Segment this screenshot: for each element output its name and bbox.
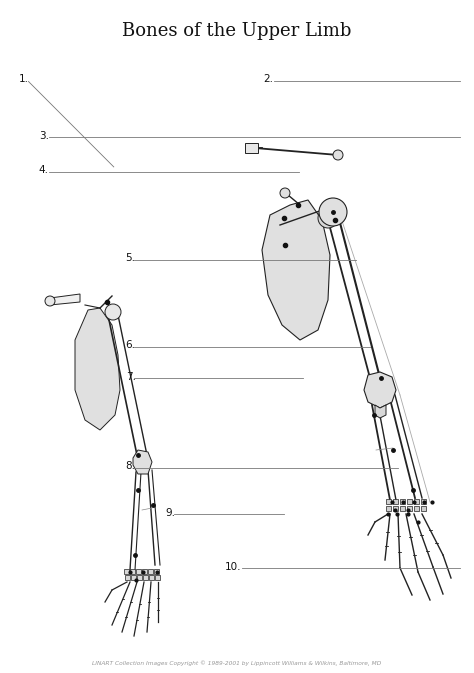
Bar: [155, 575, 160, 580]
Circle shape: [318, 208, 338, 228]
Circle shape: [45, 296, 55, 306]
Bar: [131, 575, 136, 580]
Polygon shape: [364, 372, 396, 408]
Circle shape: [105, 304, 121, 320]
Circle shape: [280, 188, 290, 198]
Bar: [125, 575, 130, 580]
Bar: [143, 575, 148, 580]
Bar: [154, 569, 159, 574]
Text: 4.: 4.: [39, 166, 49, 175]
Bar: [130, 569, 135, 574]
Text: 3.: 3.: [39, 131, 49, 141]
Bar: [393, 499, 398, 504]
Text: 10.: 10.: [225, 562, 241, 571]
Polygon shape: [75, 308, 120, 430]
Bar: [414, 506, 419, 511]
Text: 8.: 8.: [126, 462, 136, 471]
Text: LINART Collection Images Copyright © 1989-2001 by Lippincott Williams & Wilkins,: LINART Collection Images Copyright © 198…: [92, 661, 382, 666]
Bar: [414, 499, 419, 504]
Bar: [148, 569, 153, 574]
Bar: [400, 506, 405, 511]
Text: 1.: 1.: [19, 75, 29, 84]
Polygon shape: [375, 405, 386, 418]
Bar: [421, 499, 426, 504]
Bar: [393, 506, 398, 511]
Polygon shape: [262, 200, 330, 340]
Bar: [407, 506, 412, 511]
Bar: [421, 506, 426, 511]
Bar: [137, 575, 142, 580]
Text: 6.: 6.: [126, 341, 136, 350]
Bar: [407, 499, 412, 504]
Text: 5.: 5.: [126, 254, 136, 263]
Bar: [386, 499, 391, 504]
Bar: [142, 569, 147, 574]
Bar: [124, 569, 129, 574]
Polygon shape: [245, 143, 258, 153]
Bar: [136, 569, 141, 574]
Bar: [149, 575, 154, 580]
Circle shape: [319, 198, 347, 226]
Polygon shape: [50, 294, 80, 305]
Text: Bones of the Upper Limb: Bones of the Upper Limb: [122, 22, 352, 40]
Text: 7.: 7.: [126, 372, 136, 382]
Circle shape: [333, 150, 343, 160]
Text: 2.: 2.: [263, 75, 273, 84]
Polygon shape: [133, 450, 152, 474]
Bar: [400, 499, 405, 504]
Text: 9.: 9.: [165, 508, 175, 518]
Bar: [386, 506, 391, 511]
